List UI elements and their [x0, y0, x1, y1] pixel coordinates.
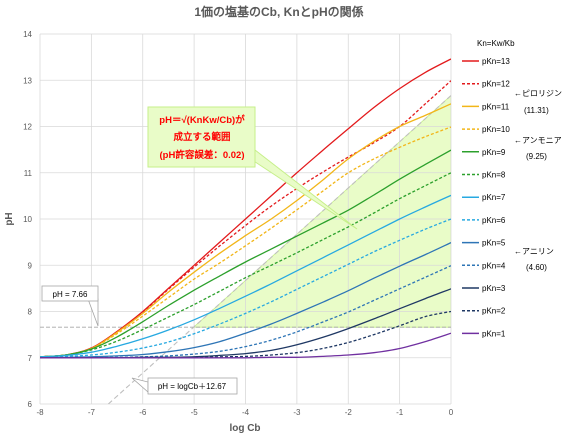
- y-tick-label: 14: [23, 30, 32, 39]
- region-label-line1: pH＝√(KnKw/Cb)が: [159, 114, 245, 126]
- x-tick-label: -7: [88, 408, 96, 417]
- region-callout-box: [147, 106, 256, 168]
- y-tick-label: 11: [24, 169, 33, 178]
- y-tick-label: 9: [28, 261, 33, 270]
- y-tick-label: 12: [23, 123, 32, 132]
- diagonal-callout-box: [147, 377, 238, 395]
- y-tick-label: 10: [23, 215, 32, 224]
- series-line-pkn-12: [40, 80, 451, 358]
- legend-label-pkn-5: pKn=5: [482, 239, 506, 248]
- grid: [39, 33, 452, 405]
- x-tick-label: -8: [36, 408, 44, 417]
- series-line-pkn-10: [40, 126, 451, 358]
- pyrrolidine-label: ←ピロリジン: [514, 89, 562, 98]
- y-tick-label: 6: [28, 400, 33, 409]
- legend-label-pkn-12: pKn=12: [482, 80, 510, 89]
- legend-title: Kn=Kw/Kb: [477, 39, 515, 48]
- ph-766-label: pH = 7.66: [53, 290, 88, 299]
- legend-label-pkn-7: pKn=7: [482, 193, 506, 202]
- region-label-line2: 成立する範囲: [173, 131, 230, 143]
- aniline-value: (4.60): [526, 263, 547, 272]
- series-line-pkn-5: [40, 242, 451, 359]
- aniline-label: ←アニリン: [514, 247, 554, 256]
- legend-label-pkn-11: pKn=11: [482, 102, 510, 111]
- series-lines: [40, 58, 451, 359]
- legend-label-pkn-2: pKn=2: [482, 307, 506, 316]
- ammonia-value: (9.25): [526, 152, 547, 161]
- series-line-pkn-4: [40, 265, 451, 359]
- ph-766-annotation: pH = 7.66: [41, 285, 99, 327]
- series-line-pkn-9: [40, 149, 451, 358]
- y-tick-label: 13: [23, 76, 32, 85]
- y-axis-label: pH: [4, 212, 15, 225]
- series-line-pkn-11: [40, 103, 451, 358]
- ph-766-callout-box: [41, 285, 99, 302]
- chart-title: 1価の塩基のCb, KnとpHの関係: [194, 4, 363, 19]
- series-line-pkn-7: [40, 194, 451, 358]
- x-tick-label: -3: [293, 408, 301, 417]
- diagonal-label: pH = logCb＋12.67: [158, 382, 227, 391]
- ammonia-label: ←アンモニア: [514, 136, 562, 145]
- series-line-pkn-1: [40, 332, 451, 359]
- x-tick-label: -4: [242, 408, 250, 417]
- x-tick-labels: -8 -7 -6 -5 -4 -3 -2 -1 0: [36, 408, 453, 417]
- x-tick-label: 0: [449, 408, 454, 417]
- legend-label-pkn-10: pKn=10: [482, 125, 510, 134]
- x-tick-label: -6: [139, 408, 147, 417]
- legend-label-pkn-8: pKn=8: [482, 171, 506, 180]
- x-tick-label: -1: [396, 408, 404, 417]
- series-line-pkn-8: [40, 172, 451, 358]
- x-axis-label: log Cb: [229, 423, 260, 434]
- series-line-pkn-2: [40, 310, 451, 359]
- diagonal-annotation: pH = logCb＋12.67: [131, 377, 238, 395]
- region-annotation: pH＝√(KnKw/Cb)が 成立する範囲 (pH許容誤差：0.02): [147, 106, 358, 230]
- legend-label-pkn-9: pKn=9: [482, 148, 506, 157]
- pyrrolidine-value: (11.31): [524, 106, 549, 115]
- series-line-pkn-6: [40, 218, 451, 358]
- legend-label-pkn-1: pKn=1: [482, 329, 506, 338]
- x-tick-label: -2: [345, 408, 353, 417]
- region-label-line3: (pH許容誤差：0.02): [160, 149, 245, 161]
- y-tick-label: 7: [28, 354, 33, 363]
- x-tick-label: -5: [191, 408, 199, 417]
- legend: pKn=13 pKn=12 pKn=11 pKn=10 pKn=9 pKn=8 pKn=7 p…: [462, 57, 510, 338]
- legend-label-pkn-6: pKn=6: [482, 216, 506, 225]
- legend-label-pkn-13: pKn=13: [482, 57, 510, 66]
- legend-label-pkn-4: pKn=4: [482, 261, 506, 270]
- y-tick-label: 8: [28, 308, 33, 317]
- y-tick-labels: 6 7 8 9 10 11 12 13 14: [23, 30, 32, 409]
- legend-label-pkn-3: pKn=3: [482, 284, 506, 293]
